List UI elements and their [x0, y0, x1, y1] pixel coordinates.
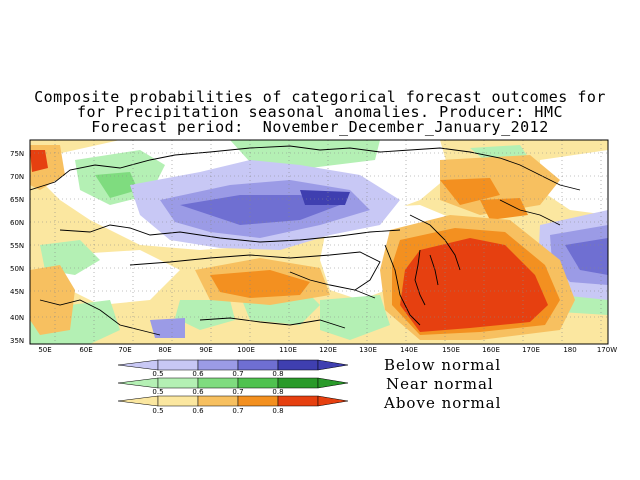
legend-tick: 0.8: [272, 407, 283, 415]
legend-bar-below: 0.5 0.6 0.7 0.8: [117, 359, 349, 378]
legend-label-near: Near normal: [386, 375, 494, 393]
legend-tick: 0.5: [152, 407, 163, 415]
legend-tick: 0.6: [192, 370, 204, 378]
lon-label: 80E: [158, 346, 171, 354]
legend-tick: 0.7: [232, 370, 243, 378]
lat-label: 55N: [10, 242, 24, 250]
legend-swatch: [157, 377, 199, 389]
legend-swatch: [277, 395, 319, 407]
blue-india: [150, 318, 185, 338]
title-line-2: for Precipitation seasonal anomalies. Pr…: [76, 103, 564, 121]
lon-label: 70E: [118, 346, 131, 354]
legend-arrow-left: [117, 359, 159, 371]
legend-bar-near: 0.5 0.6 0.7 0.8: [117, 377, 349, 396]
legend-arrow-right: [317, 359, 349, 371]
legend-swatch: [157, 359, 199, 371]
lat-label: 70N: [10, 173, 24, 181]
legend-tick: 0.8: [272, 388, 283, 396]
legend-tick: 0.7: [232, 407, 243, 415]
lon-axis: 50E 60E 70E 80E 90E 100E 110E 120E 130E …: [38, 346, 617, 354]
legend-swatch: [157, 395, 199, 407]
green-eastchina: [320, 295, 390, 340]
lat-label: 40N: [10, 314, 24, 322]
green-tibet: [175, 300, 235, 330]
orange-yakutia-2: [440, 178, 500, 205]
legend-swatch: [197, 377, 239, 389]
title-line-1: Composite probabilities of categorical f…: [34, 88, 606, 106]
legend-arrow-right: [317, 395, 349, 407]
green-west-2: [95, 172, 138, 198]
lon-label: 170E: [522, 346, 540, 354]
lat-label: 60N: [10, 219, 24, 227]
legend-arrow-right: [317, 377, 349, 389]
blue-pacific-3: [565, 238, 608, 275]
lat-label: 45N: [10, 288, 24, 296]
orange-yakutia-3: [480, 198, 528, 220]
lon-label: 110E: [279, 346, 297, 354]
legend-label-above: Above normal: [384, 394, 502, 412]
lon-label: 160E: [482, 346, 500, 354]
blue-siberia-3: [180, 195, 340, 225]
legend-tick: 0.7: [232, 388, 243, 396]
legend-arrow-left: [117, 377, 159, 389]
legend-tick: 0.6: [192, 407, 204, 415]
lon-label: 150E: [442, 346, 460, 354]
orange-westasia: [30, 265, 75, 335]
legend: 0.5 0.6 0.7 0.8 0.5 0.6 0.7 0.8 0.5 0.6: [117, 359, 349, 415]
lon-label: 90E: [199, 346, 212, 354]
lat-label: 50N: [10, 265, 24, 273]
lon-label: 130E: [359, 346, 377, 354]
legend-swatch: [277, 377, 319, 389]
legend-swatch: [277, 359, 319, 371]
lat-label: 75N: [10, 150, 24, 158]
graticule: [30, 140, 608, 344]
lat-label: 65N: [10, 196, 24, 204]
lon-label: 50E: [38, 346, 51, 354]
map-field: [30, 140, 608, 344]
lon-label: 140E: [400, 346, 418, 354]
legend-arrow-left: [117, 395, 159, 407]
map-frame: [29, 139, 609, 345]
lon-label: 180: [563, 346, 576, 354]
legend-swatch: [197, 359, 239, 371]
red-europe: [30, 150, 48, 172]
blue-siberia-4: [300, 190, 350, 205]
legend-tick: 0.5: [152, 370, 163, 378]
lon-label: 120E: [319, 346, 337, 354]
legend-swatch: [237, 395, 279, 407]
legend-label-below: Below normal: [384, 356, 502, 374]
lon-label: 170W: [597, 346, 617, 354]
lat-label: 35N: [10, 337, 24, 345]
legend-tick: 0.6: [192, 388, 204, 396]
coastlines: [30, 145, 581, 336]
legend-swatch: [197, 395, 239, 407]
legend-swatch: [237, 359, 279, 371]
legend-swatch: [237, 377, 279, 389]
red-pacific: [400, 238, 548, 332]
lon-label: 100E: [237, 346, 255, 354]
lat-axis: 75N 70N 65N 60N 55N 50N 45N 40N 35N: [10, 150, 24, 345]
title-line-3: Forecast period: November_December_Janua…: [91, 118, 549, 136]
legend-tick: 0.8: [272, 370, 283, 378]
legend-bar-above: 0.5 0.6 0.7 0.8: [117, 395, 349, 415]
legend-tick: 0.5: [152, 388, 163, 396]
lon-label: 60E: [79, 346, 92, 354]
